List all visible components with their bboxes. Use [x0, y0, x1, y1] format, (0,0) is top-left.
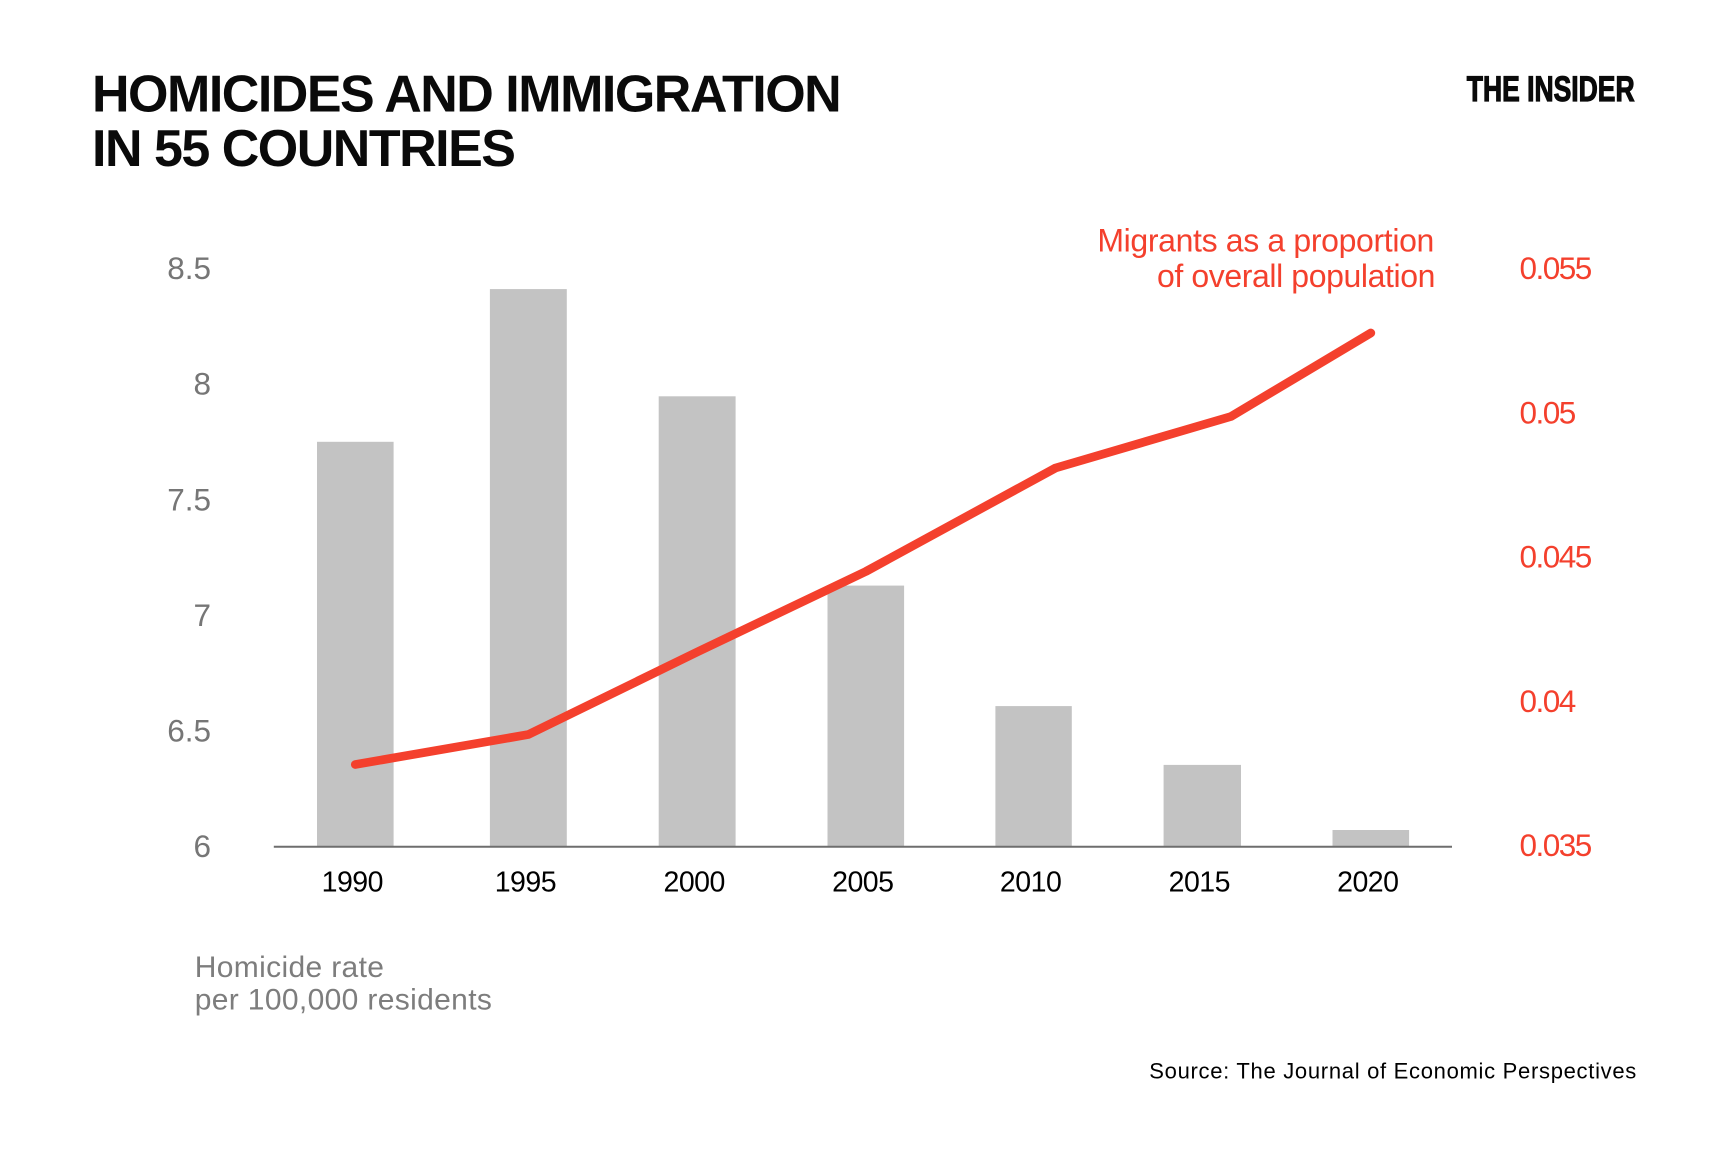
svg-text:1990: 1990: [322, 866, 383, 898]
svg-text:8.5: 8.5: [167, 250, 211, 286]
svg-text:IN 55 COUNTRIES: IN 55 COUNTRIES: [92, 120, 514, 178]
svg-text:THE INSIDER: THE INSIDER: [1467, 70, 1635, 109]
svg-text:8: 8: [193, 366, 211, 402]
svg-text:2005: 2005: [832, 866, 893, 898]
svg-text:7: 7: [193, 597, 211, 633]
svg-text:per 100,000 residents: per 100,000 residents: [195, 984, 493, 1017]
svg-text:0.04: 0.04: [1520, 683, 1576, 719]
svg-text:2015: 2015: [1169, 866, 1230, 898]
svg-text:2000: 2000: [663, 866, 724, 898]
svg-text:of overall population: of overall population: [1157, 258, 1435, 294]
svg-text:2010: 2010: [1000, 866, 1061, 898]
svg-text:1995: 1995: [495, 866, 556, 898]
svg-text:Migrants as a proportion: Migrants as a proportion: [1097, 223, 1434, 259]
svg-text:6: 6: [193, 828, 211, 864]
svg-text:7.5: 7.5: [167, 481, 211, 517]
svg-text:0.05: 0.05: [1520, 394, 1576, 430]
svg-text:0.045: 0.045: [1520, 539, 1592, 575]
svg-text:HOMICIDES AND IMMIGRATION: HOMICIDES AND IMMIGRATION: [92, 66, 840, 124]
svg-text:6.5: 6.5: [167, 712, 211, 748]
svg-text:Homicide rate: Homicide rate: [195, 951, 385, 984]
svg-text:0.035: 0.035: [1520, 827, 1592, 863]
svg-text:Source: The Journal of Economi: Source: The Journal of Economic Perspect…: [1149, 1058, 1637, 1083]
svg-text:0.055: 0.055: [1520, 250, 1592, 286]
svg-text:2020: 2020: [1337, 866, 1398, 898]
